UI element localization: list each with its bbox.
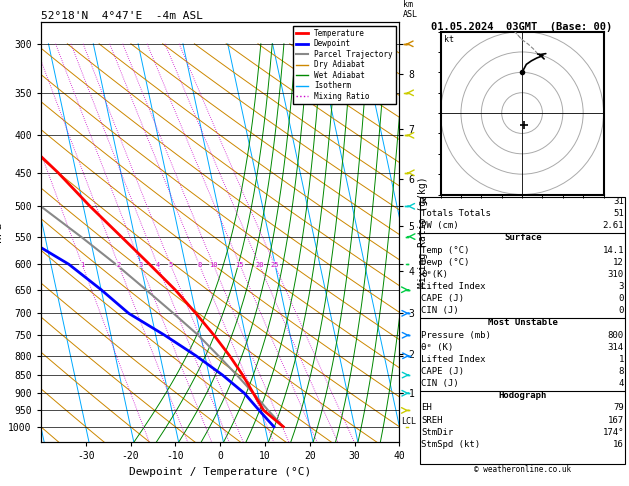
Text: EH: EH bbox=[421, 403, 432, 413]
Text: Totals Totals: Totals Totals bbox=[421, 209, 491, 218]
X-axis label: Dewpoint / Temperature (°C): Dewpoint / Temperature (°C) bbox=[129, 467, 311, 477]
Text: Most Unstable: Most Unstable bbox=[487, 318, 558, 328]
Text: 2: 2 bbox=[116, 262, 121, 268]
Text: km
ASL: km ASL bbox=[403, 0, 418, 19]
Text: 14.1: 14.1 bbox=[603, 245, 624, 255]
Text: PW (cm): PW (cm) bbox=[421, 221, 459, 230]
Text: CIN (J): CIN (J) bbox=[421, 379, 459, 388]
Text: StmDir: StmDir bbox=[421, 428, 454, 437]
Text: 8: 8 bbox=[618, 367, 624, 376]
Text: 310: 310 bbox=[608, 270, 624, 279]
Text: 79: 79 bbox=[613, 403, 624, 413]
Text: 3: 3 bbox=[618, 282, 624, 291]
Text: StmSpd (kt): StmSpd (kt) bbox=[421, 440, 481, 449]
Text: SREH: SREH bbox=[421, 416, 443, 425]
Text: LCL: LCL bbox=[401, 417, 416, 426]
Text: 5: 5 bbox=[169, 262, 173, 268]
Y-axis label: hPa: hPa bbox=[0, 222, 3, 242]
Text: Lifted Index: Lifted Index bbox=[421, 282, 486, 291]
Text: 01.05.2024  03GMT  (Base: 00): 01.05.2024 03GMT (Base: 00) bbox=[431, 22, 613, 32]
Text: 1: 1 bbox=[618, 355, 624, 364]
Text: 12: 12 bbox=[613, 258, 624, 267]
Text: 2.61: 2.61 bbox=[603, 221, 624, 230]
Text: 4: 4 bbox=[618, 379, 624, 388]
Text: K: K bbox=[421, 197, 427, 206]
Text: 1: 1 bbox=[80, 262, 84, 268]
Text: 20: 20 bbox=[255, 262, 264, 268]
Text: θᵉ (K): θᵉ (K) bbox=[421, 343, 454, 352]
Legend: Temperature, Dewpoint, Parcel Trajectory, Dry Adiabat, Wet Adiabat, Isotherm, Mi: Temperature, Dewpoint, Parcel Trajectory… bbox=[293, 26, 396, 104]
Text: 3: 3 bbox=[139, 262, 143, 268]
Y-axis label: Mixing Ratio (g/kg): Mixing Ratio (g/kg) bbox=[418, 176, 428, 288]
Text: 0: 0 bbox=[618, 294, 624, 303]
Text: © weatheronline.co.uk: © weatheronline.co.uk bbox=[474, 465, 571, 474]
Text: CAPE (J): CAPE (J) bbox=[421, 367, 464, 376]
Text: Surface: Surface bbox=[504, 233, 542, 243]
Text: 15: 15 bbox=[236, 262, 244, 268]
Text: 314: 314 bbox=[608, 343, 624, 352]
Text: 800: 800 bbox=[608, 330, 624, 340]
Text: kt: kt bbox=[444, 35, 454, 44]
Text: Lifted Index: Lifted Index bbox=[421, 355, 486, 364]
Text: 10: 10 bbox=[209, 262, 218, 268]
Text: 0: 0 bbox=[618, 306, 624, 315]
Text: 4: 4 bbox=[155, 262, 160, 268]
Text: θᵉ(K): θᵉ(K) bbox=[421, 270, 448, 279]
Text: Hodograph: Hodograph bbox=[499, 391, 547, 400]
Text: CIN (J): CIN (J) bbox=[421, 306, 459, 315]
Text: 51: 51 bbox=[613, 209, 624, 218]
Text: 25: 25 bbox=[270, 262, 279, 268]
Text: 52°18'N  4°47'E  -4m ASL: 52°18'N 4°47'E -4m ASL bbox=[41, 11, 203, 21]
Text: CAPE (J): CAPE (J) bbox=[421, 294, 464, 303]
Text: 174°: 174° bbox=[603, 428, 624, 437]
Text: 167: 167 bbox=[608, 416, 624, 425]
Text: 16: 16 bbox=[613, 440, 624, 449]
Text: 8: 8 bbox=[198, 262, 201, 268]
Text: Dewp (°C): Dewp (°C) bbox=[421, 258, 470, 267]
Text: Pressure (mb): Pressure (mb) bbox=[421, 330, 491, 340]
Text: Temp (°C): Temp (°C) bbox=[421, 245, 470, 255]
Text: 31: 31 bbox=[613, 197, 624, 206]
